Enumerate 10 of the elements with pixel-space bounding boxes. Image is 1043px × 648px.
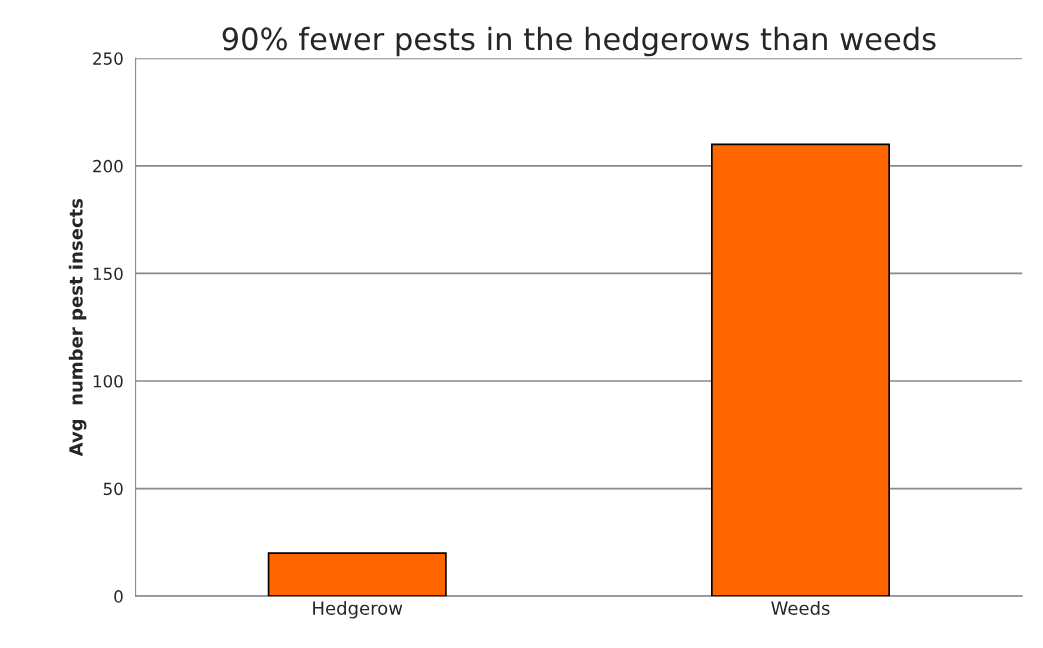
y-tick-label: 0 (114, 590, 123, 603)
y-tick-label: 150 (93, 267, 123, 281)
y-tick-label: 200 (93, 159, 123, 173)
y-tick-label: 250 (93, 52, 123, 65)
x-tick-label: Hedgerow (313, 601, 403, 619)
x-tick-label: Weeds (771, 601, 830, 615)
chart-title: 90% fewer pests in the hedgerows than weeds (222, 26, 936, 57)
y-tick-label: 50 (103, 482, 123, 496)
y-axis-title: Avg number pest insects (68, 198, 87, 457)
y-tick-label: 100 (93, 374, 123, 388)
